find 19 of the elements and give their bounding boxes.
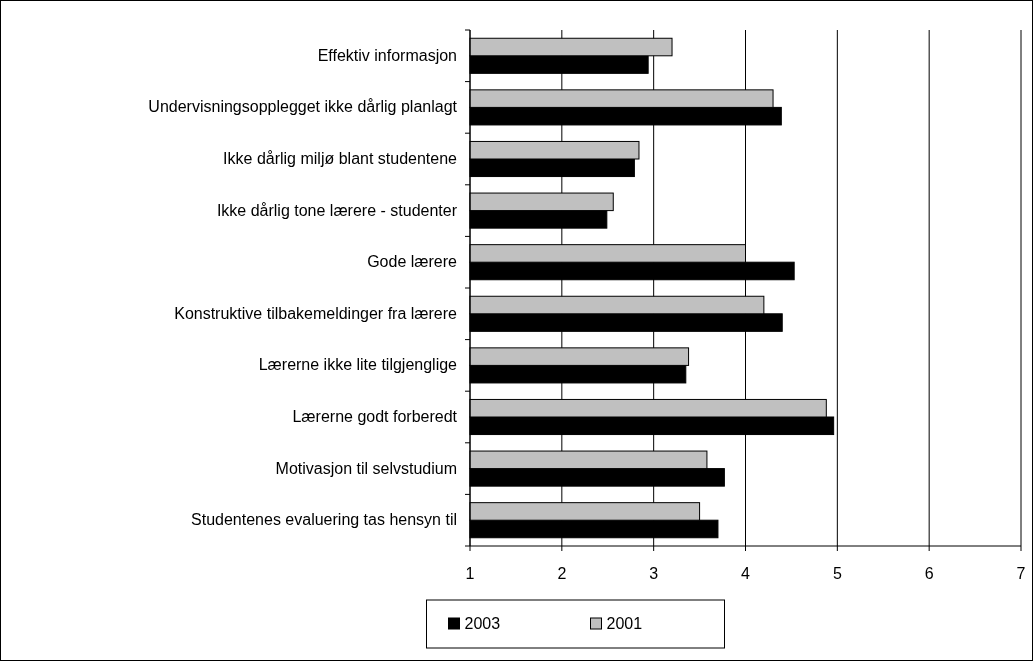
y-tick-label: Gode lærere [367, 253, 458, 271]
x-tick-label: 7 [1016, 565, 1026, 582]
y-tick-label: Lærerne ikke lite tilgjenglige [258, 356, 458, 374]
y-tick-label: Effektiv informasjon [317, 46, 457, 64]
y-tick-label: Ikke dårlig tone lærere - studenter [216, 201, 458, 219]
y-tick-label: Studentenes evaluering tas hensyn til [191, 511, 457, 529]
x-tick-label: 6 [924, 565, 934, 582]
x-tick-label: 5 [832, 565, 842, 582]
y-tick-label: Motivasjon til selvstudium [275, 459, 457, 477]
x-tick-label: 3 [649, 565, 659, 582]
x-tick-label: 2 [557, 565, 567, 582]
y-tick-label: Konstruktive tilbakemeldinger fra lærere [174, 304, 458, 322]
legend-label: 2001 [606, 615, 643, 632]
x-tick-label: 1 [465, 565, 475, 582]
y-tick-label: Undervisningsopplegget ikke dårlig planlagt [148, 98, 458, 116]
y-tick-label: Ikke dårlig miljø blant studentene [223, 150, 458, 167]
y-tick-label: Lærerne godt forberedt [292, 408, 458, 425]
legend-label: 2003 [464, 615, 501, 632]
x-tick-label: 4 [741, 565, 751, 582]
